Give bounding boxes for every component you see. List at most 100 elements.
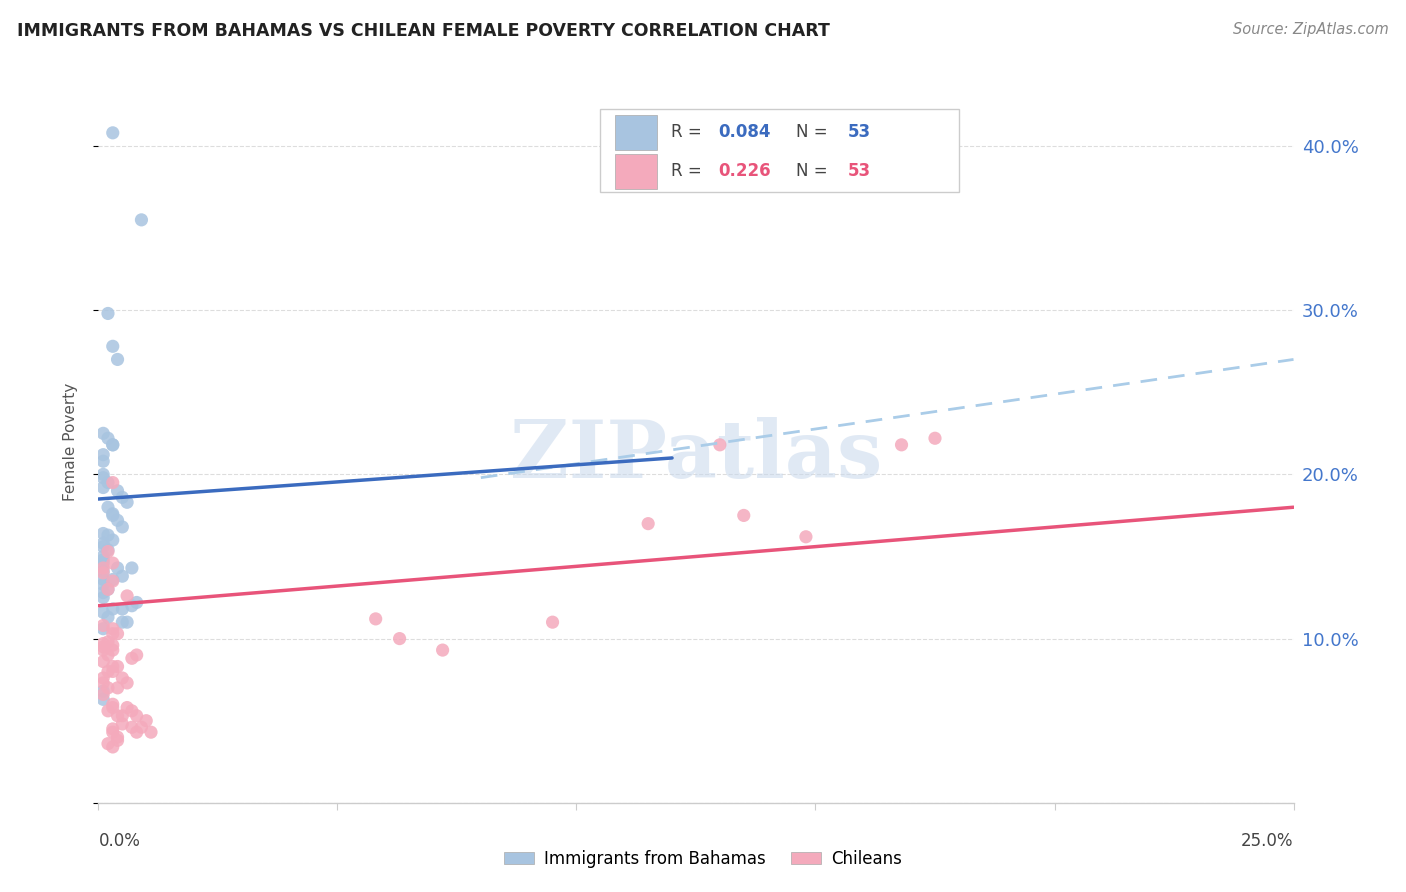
- Point: [101, 508, 124, 523]
- Text: 53: 53: [848, 123, 870, 142]
- Text: R =: R =: [671, 123, 707, 142]
- Point: [91, 556, 114, 570]
- Point: [111, 615, 134, 630]
- Point: [97, 648, 120, 662]
- Point: [115, 615, 138, 630]
- Point: [97, 475, 120, 490]
- Text: N =: N =: [796, 123, 834, 142]
- Point: [91, 549, 114, 564]
- FancyBboxPatch shape: [614, 115, 657, 150]
- Point: [101, 643, 124, 657]
- Text: Source: ZipAtlas.com: Source: ZipAtlas.com: [1233, 22, 1389, 37]
- Point: [97, 306, 120, 320]
- Point: [91, 618, 114, 632]
- Point: [101, 700, 124, 714]
- Point: [97, 528, 120, 542]
- Point: [101, 573, 124, 587]
- Point: [101, 722, 124, 736]
- Text: N =: N =: [796, 162, 834, 180]
- Point: [125, 595, 148, 609]
- Point: [388, 632, 411, 646]
- Point: [91, 605, 114, 619]
- Point: [91, 655, 114, 669]
- Point: [709, 438, 731, 452]
- Point: [107, 626, 129, 640]
- Point: [101, 638, 124, 652]
- Point: [91, 577, 114, 591]
- Point: [101, 739, 124, 754]
- Point: [115, 676, 138, 690]
- Point: [91, 643, 114, 657]
- Text: 53: 53: [848, 162, 870, 180]
- FancyBboxPatch shape: [600, 109, 959, 193]
- Point: [637, 516, 659, 531]
- Point: [101, 438, 124, 452]
- Point: [101, 574, 124, 588]
- Point: [91, 553, 114, 567]
- Point: [97, 500, 120, 515]
- Point: [91, 540, 114, 554]
- Point: [115, 700, 138, 714]
- Point: [924, 431, 946, 445]
- Point: [107, 708, 129, 723]
- Point: [111, 520, 134, 534]
- Point: [97, 704, 120, 718]
- Point: [125, 708, 148, 723]
- Point: [432, 643, 454, 657]
- Point: [115, 495, 138, 509]
- Point: [121, 720, 143, 734]
- Point: [101, 626, 124, 640]
- Point: [101, 725, 124, 739]
- Text: 0.0%: 0.0%: [98, 831, 141, 850]
- Point: [125, 725, 148, 739]
- Point: [364, 612, 387, 626]
- Point: [107, 659, 129, 673]
- Point: [111, 717, 134, 731]
- Point: [91, 591, 114, 605]
- Point: [91, 467, 114, 482]
- Point: [91, 526, 114, 541]
- Legend: Immigrants from Bahamas, Chileans: Immigrants from Bahamas, Chileans: [498, 844, 908, 875]
- Text: 0.084: 0.084: [718, 123, 770, 142]
- Point: [890, 438, 912, 452]
- Text: 25.0%: 25.0%: [1241, 831, 1294, 850]
- Point: [101, 438, 124, 452]
- Point: [101, 475, 124, 490]
- Point: [97, 610, 120, 624]
- Point: [107, 681, 129, 695]
- Point: [91, 692, 114, 706]
- Point: [107, 513, 129, 527]
- Point: [107, 561, 129, 575]
- Point: [91, 671, 114, 685]
- Point: [97, 665, 120, 679]
- Point: [97, 737, 120, 751]
- Point: [91, 481, 114, 495]
- Point: [541, 615, 564, 630]
- Point: [97, 681, 120, 695]
- Point: [125, 648, 148, 662]
- Point: [97, 635, 120, 649]
- Point: [101, 339, 124, 353]
- Point: [107, 352, 129, 367]
- Point: [101, 533, 124, 547]
- Point: [111, 491, 134, 505]
- Text: R =: R =: [671, 162, 707, 180]
- Point: [91, 622, 114, 636]
- Point: [91, 448, 114, 462]
- Point: [101, 698, 124, 712]
- Point: [101, 665, 124, 679]
- Point: [91, 636, 114, 650]
- Point: [121, 599, 143, 613]
- Point: [121, 561, 143, 575]
- Point: [101, 659, 124, 673]
- Point: [91, 687, 114, 701]
- Point: [97, 544, 120, 558]
- Text: ZIPatlas: ZIPatlas: [510, 417, 882, 495]
- Point: [91, 426, 114, 441]
- Point: [91, 684, 114, 698]
- Point: [131, 212, 153, 227]
- Point: [733, 508, 755, 523]
- Point: [794, 530, 817, 544]
- Point: [91, 536, 114, 550]
- Point: [91, 561, 114, 575]
